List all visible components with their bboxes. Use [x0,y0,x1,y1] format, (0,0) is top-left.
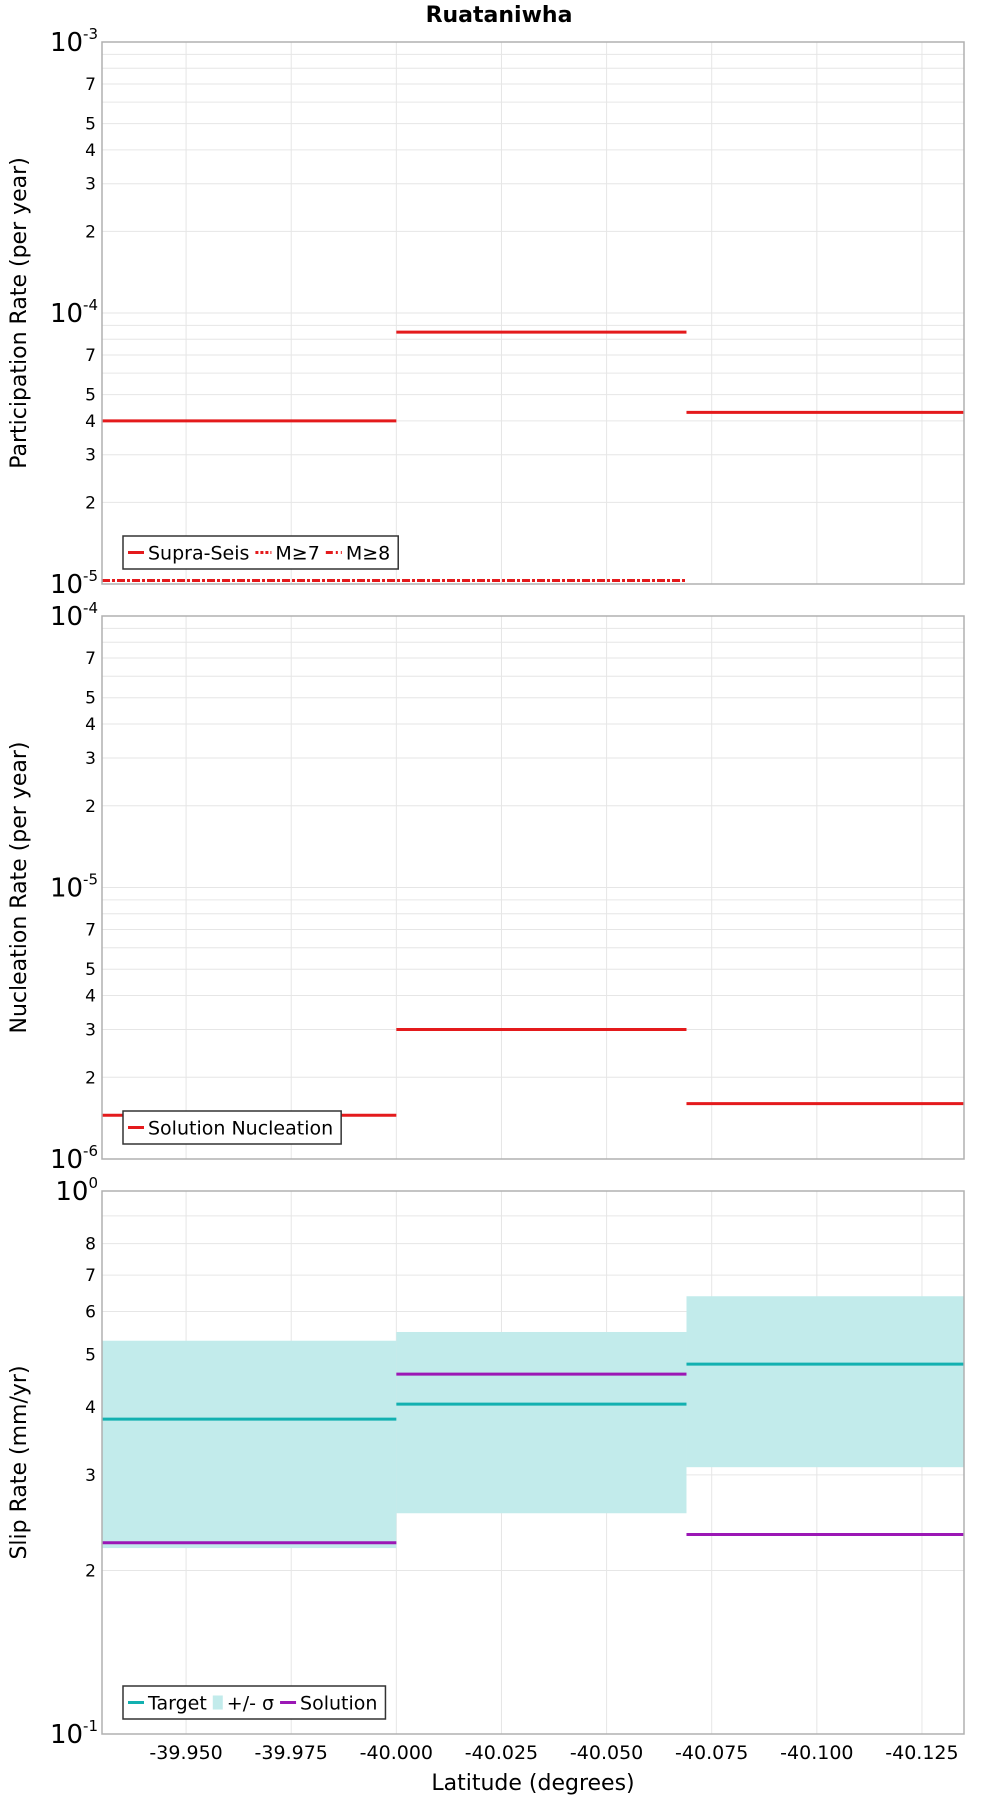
y-tick-label: 5 [85,115,96,135]
y-decade-tick-label: 10-4 [50,599,98,632]
plot-frame [101,1190,965,1735]
tick-base: 10 [50,1720,83,1750]
legend: Target +/- σ Solution [122,1685,387,1720]
y-tick-label: 5 [85,1345,96,1365]
legend-label: M≥7 [275,543,319,565]
y-tick-label: 7 [85,1266,96,1286]
y-decade-tick-label: 10-6 [50,1142,98,1175]
tick-base: 10 [50,1145,83,1175]
legend-box [122,1685,387,1720]
legend-label: M≥8 [346,543,390,565]
y-tick-label: 2 [85,1562,96,1582]
y-tick-label: 4 [85,987,96,1007]
band-segment [396,1331,687,1514]
tick-exponent: -4 [83,296,98,314]
legend-label: +/- σ [227,1693,274,1715]
y-tick-label: 2 [85,222,96,242]
y-tick-label: 5 [85,386,96,406]
band-segment [686,1296,964,1468]
x-tick-label: -40.050 [570,1742,643,1764]
y-tick-label: 7 [85,75,96,95]
tick-base: 10 [50,28,83,58]
y-axis-label: Participation Rate (per year) [7,157,32,469]
plot-frame [101,615,965,1160]
legend-swatch [212,1695,223,1710]
legend-box [122,1110,342,1145]
y-tick-label: 7 [85,346,96,366]
x-tick-label: -40.100 [780,1742,853,1764]
legend: Solution Nucleation [122,1110,342,1145]
legend: Supra-Seis M≥7 M≥8 [122,535,399,570]
y-tick-label: 4 [85,141,96,161]
y-tick-label: 8 [85,1235,96,1255]
y-tick-label: 2 [85,797,96,817]
tick-base: 10 [50,602,83,632]
y-tick-label: 3 [85,749,96,769]
y-tick-label: 3 [85,446,96,466]
y-tick-label: 4 [85,715,96,735]
x-axis-label: Latitude (degrees) [431,1771,634,1796]
y-tick-label: 7 [85,649,96,669]
y-decade-tick-label: 10-1 [50,1717,98,1750]
band-segment [102,1340,397,1549]
x-tick-label: -39.950 [149,1742,222,1764]
y-decade-tick-label: 10-3 [50,25,98,58]
tick-exponent: -3 [83,25,98,43]
y-tick-label: 3 [85,175,96,195]
legend-label: Target [147,1693,207,1715]
y-tick-label: 7 [85,921,96,941]
tick-exponent: -1 [83,1717,98,1735]
tick-base: 10 [55,1177,88,1207]
y-decade-tick-label: 10-5 [50,567,98,600]
y-decade-tick-label: 10-5 [50,871,98,904]
y-tick-label: 4 [85,1398,96,1418]
y-decade-tick-label: 100 [55,1174,98,1207]
legend-box [122,535,399,570]
tick-exponent: -6 [83,1142,98,1160]
plot-frame [101,41,965,585]
tick-base: 10 [50,570,83,600]
tick-exponent: -4 [83,599,98,617]
x-tick-label: -40.075 [675,1742,748,1764]
tick-base: 10 [50,874,83,904]
tick-exponent: 0 [88,1174,98,1192]
tick-exponent: -5 [83,871,98,889]
chart-title: Ruataniwha [426,3,573,28]
y-tick-label: 2 [85,1068,96,1088]
legend-label: Supra-Seis [148,543,249,565]
x-tick-label: -40.025 [465,1742,538,1764]
y-tick-label: 2 [85,493,96,513]
x-tick-label: -40.125 [885,1742,958,1764]
y-tick-label: 3 [85,1020,96,1040]
x-tick-label: -40.000 [360,1742,433,1764]
y-tick-label: 4 [85,412,96,432]
y-axis-label: Slip Rate (mm/yr) [7,1365,32,1559]
y-tick-label: 3 [85,1466,96,1486]
y-decade-tick-label: 10-4 [50,296,98,329]
tick-base: 10 [50,299,83,329]
y-tick-label: 5 [85,689,96,709]
y-tick-label: 5 [85,960,96,980]
y-tick-label: 6 [85,1302,96,1322]
legend-label: Solution Nucleation [148,1118,333,1140]
legend-label: Solution [300,1693,377,1715]
x-tick-label: -39.975 [255,1742,328,1764]
tick-exponent: -5 [83,567,98,585]
y-axis-label: Nucleation Rate (per year) [7,742,32,1034]
